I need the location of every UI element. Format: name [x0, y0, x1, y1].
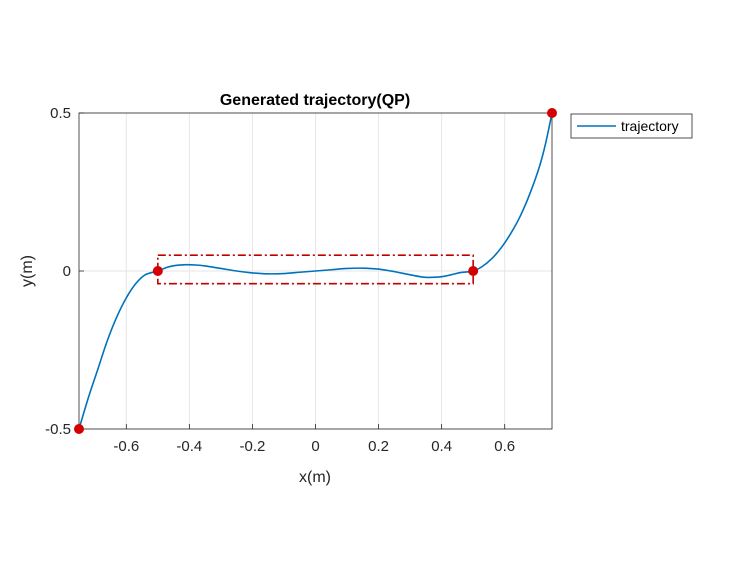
waypoint-marker: [152, 266, 163, 276]
y-tick-label: 0.5: [50, 105, 71, 122]
series-layer: [78, 112, 553, 430]
x-tick-label: 0.2: [368, 438, 389, 455]
waypoint-markers: [74, 108, 557, 434]
legend: trajectory: [570, 113, 693, 139]
series-line-trajectory: [78, 112, 553, 430]
x-tick-label: 0.4: [431, 438, 452, 455]
y-tick-label: 0: [63, 263, 71, 280]
x-tick-label: 0: [311, 438, 319, 455]
legend-label-trajectory: trajectory: [621, 118, 679, 134]
x-tick-label: -0.2: [240, 438, 266, 455]
waypoint-marker: [468, 266, 479, 276]
axis-ticks: -0.6 -0.4 -0.2 0 0.2 0.4 0.6 -0.5 0 0.5: [45, 105, 515, 455]
chart-title: Generated trajectory(QP): [220, 92, 410, 109]
waypoint-marker: [547, 108, 557, 118]
y-tick-label: -0.5: [45, 421, 71, 438]
waypoint-marker: [74, 424, 84, 434]
y-axis-label: y(m): [19, 255, 36, 287]
x-axis-label: x(m): [299, 469, 331, 486]
x-tick-label: 0.6: [494, 438, 515, 455]
x-tick-label: -0.6: [113, 438, 139, 455]
x-tick-label: -0.4: [176, 438, 202, 455]
